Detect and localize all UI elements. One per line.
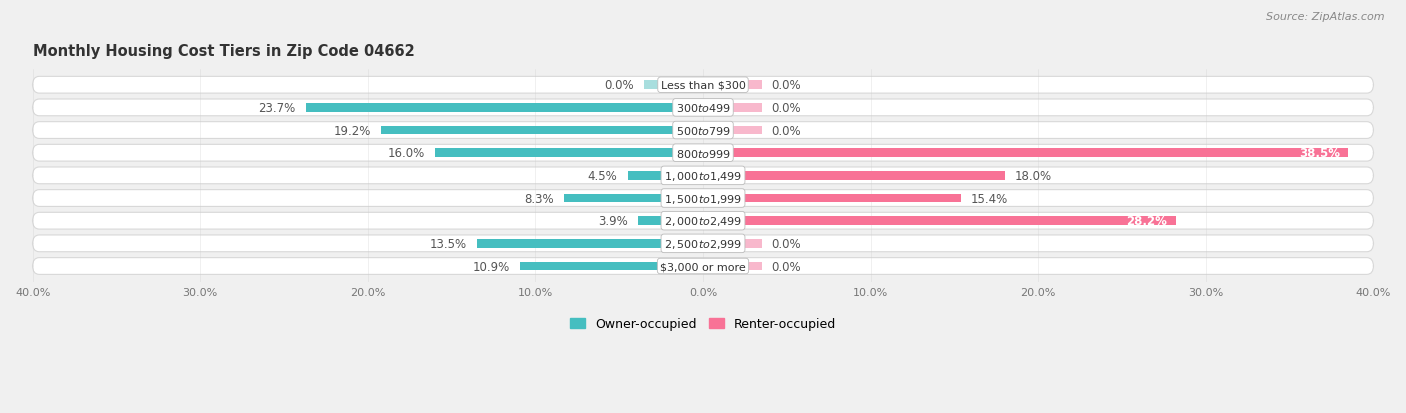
Bar xyxy=(638,217,703,225)
Bar xyxy=(564,194,703,203)
FancyBboxPatch shape xyxy=(32,145,1374,162)
Bar xyxy=(703,149,1348,158)
Text: 0.0%: 0.0% xyxy=(772,124,801,137)
Text: 8.3%: 8.3% xyxy=(524,192,554,205)
Legend: Owner-occupied, Renter-occupied: Owner-occupied, Renter-occupied xyxy=(565,313,841,335)
Text: Less than $300: Less than $300 xyxy=(661,81,745,90)
FancyBboxPatch shape xyxy=(32,77,1374,94)
Bar xyxy=(703,240,762,248)
Bar xyxy=(703,262,762,271)
Text: 15.4%: 15.4% xyxy=(972,192,1008,205)
Bar xyxy=(381,126,703,135)
Bar xyxy=(703,81,762,90)
Text: 38.5%: 38.5% xyxy=(1299,147,1340,160)
Text: 19.2%: 19.2% xyxy=(333,124,371,137)
Text: 10.9%: 10.9% xyxy=(472,260,510,273)
Text: 23.7%: 23.7% xyxy=(259,102,295,115)
Bar xyxy=(703,126,762,135)
Text: 16.0%: 16.0% xyxy=(388,147,425,160)
FancyBboxPatch shape xyxy=(32,235,1374,252)
Text: 0.0%: 0.0% xyxy=(772,237,801,250)
Bar xyxy=(434,149,703,158)
Bar xyxy=(477,240,703,248)
Text: $1,500 to $1,999: $1,500 to $1,999 xyxy=(664,192,742,205)
Bar xyxy=(703,172,1005,180)
Text: 28.2%: 28.2% xyxy=(1126,215,1167,228)
Text: $2,500 to $2,999: $2,500 to $2,999 xyxy=(664,237,742,250)
Bar xyxy=(703,217,1175,225)
Text: 0.0%: 0.0% xyxy=(605,79,634,92)
Text: $300 to $499: $300 to $499 xyxy=(675,102,731,114)
Text: $800 to $999: $800 to $999 xyxy=(675,147,731,159)
Text: 4.5%: 4.5% xyxy=(588,169,617,183)
FancyBboxPatch shape xyxy=(32,100,1374,116)
Text: $1,000 to $1,499: $1,000 to $1,499 xyxy=(664,169,742,183)
Text: $500 to $799: $500 to $799 xyxy=(675,125,731,137)
Text: 13.5%: 13.5% xyxy=(430,237,467,250)
FancyBboxPatch shape xyxy=(32,258,1374,275)
Text: 0.0%: 0.0% xyxy=(772,79,801,92)
Text: 18.0%: 18.0% xyxy=(1015,169,1052,183)
Text: 0.0%: 0.0% xyxy=(772,102,801,115)
Text: $2,000 to $2,499: $2,000 to $2,499 xyxy=(664,215,742,228)
FancyBboxPatch shape xyxy=(32,213,1374,230)
Bar xyxy=(644,81,703,90)
FancyBboxPatch shape xyxy=(32,190,1374,207)
Text: Source: ZipAtlas.com: Source: ZipAtlas.com xyxy=(1267,12,1385,22)
FancyBboxPatch shape xyxy=(32,168,1374,184)
Bar xyxy=(307,104,703,112)
Text: 3.9%: 3.9% xyxy=(598,215,627,228)
Bar xyxy=(703,194,962,203)
Text: $3,000 or more: $3,000 or more xyxy=(661,261,745,271)
Bar xyxy=(627,172,703,180)
FancyBboxPatch shape xyxy=(32,122,1374,139)
Text: 0.0%: 0.0% xyxy=(772,260,801,273)
Text: Monthly Housing Cost Tiers in Zip Code 04662: Monthly Housing Cost Tiers in Zip Code 0… xyxy=(32,44,415,59)
Bar xyxy=(703,104,762,112)
Bar xyxy=(520,262,703,271)
